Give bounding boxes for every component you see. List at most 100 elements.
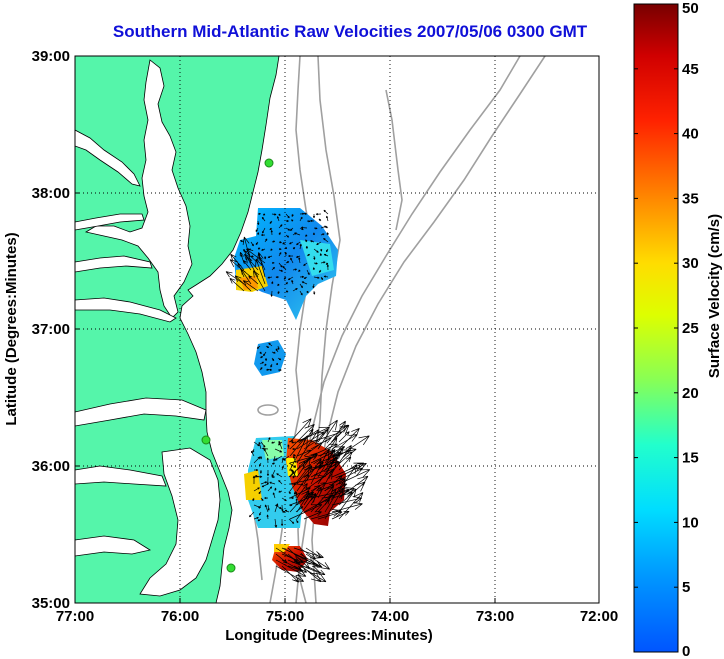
colorbar-tick-label: 30 — [682, 255, 699, 272]
velocity-vector — [313, 248, 319, 253]
colorbar — [633, 3, 679, 653]
axis-tick-marks — [74, 55, 600, 604]
velocity-vector — [285, 261, 290, 264]
velocity-vector — [254, 475, 262, 478]
velocity-vector — [229, 278, 245, 292]
velocity-vector — [229, 259, 252, 278]
velocity-vector — [271, 462, 276, 465]
velocity-vector — [285, 213, 290, 219]
velocity-vector — [266, 469, 270, 476]
velocity-vector — [267, 504, 270, 511]
colorbar-tick-label: 25 — [682, 320, 699, 337]
velocity-vector — [310, 482, 326, 492]
velocity-vector — [291, 469, 297, 478]
velocity-vector — [256, 345, 261, 349]
velocity-vector — [253, 487, 260, 492]
velocity-vector — [288, 490, 291, 495]
velocity-vector — [325, 226, 329, 229]
velocity-vector — [258, 504, 262, 509]
velocity-vector — [264, 504, 269, 513]
velocity-vector — [248, 275, 259, 285]
river-pamlico — [75, 535, 152, 557]
velocity-vector — [261, 233, 266, 237]
velocity-vector — [301, 281, 308, 285]
velocity-vector — [296, 241, 301, 246]
river-potomac — [75, 213, 145, 231]
velocity-vector — [303, 262, 308, 267]
velocity-vector — [299, 275, 305, 278]
velocity-vector — [269, 227, 273, 231]
velocity-vector — [338, 431, 350, 443]
radar-station-south — [226, 563, 236, 573]
velocity-vector — [276, 216, 280, 222]
river-rappahannock — [75, 255, 153, 273]
velocity-vector — [276, 473, 283, 478]
velocity-vector — [305, 547, 322, 558]
velocity-vector — [257, 232, 260, 236]
x-tick-label: 76:00 — [161, 608, 199, 625]
velocity-vector — [323, 209, 329, 215]
velocity-vector — [277, 345, 280, 350]
velocity-vector — [261, 216, 266, 222]
albemarle-sound — [75, 397, 207, 427]
velocity-vector — [338, 475, 369, 499]
velocity-vector — [292, 454, 297, 457]
velocity-vector — [270, 363, 273, 368]
velocity-vector — [271, 240, 276, 243]
velocity-vector — [299, 216, 303, 222]
chesapeake-bay — [84, 59, 193, 319]
velocity-vector — [267, 486, 273, 492]
velocity-vector — [303, 491, 314, 506]
velocity-vector — [278, 213, 281, 217]
velocity-vector — [313, 255, 316, 260]
velocity-vector — [318, 218, 322, 222]
velocity-vector — [271, 261, 275, 265]
velocity-vector — [258, 490, 262, 495]
velocity-vector — [259, 351, 262, 355]
velocity-vector — [257, 212, 261, 216]
velocity-vector — [296, 426, 330, 443]
velocity-vector — [299, 243, 302, 250]
velocity-vector — [277, 368, 282, 372]
velocity-vector — [262, 227, 266, 234]
velocity-vector — [257, 220, 260, 225]
velocity-vector — [305, 234, 308, 237]
velocity-vector — [270, 230, 273, 236]
velocity-vector — [331, 502, 363, 513]
velocity-vector — [267, 437, 271, 443]
velocity-vector — [259, 469, 263, 474]
velocity-vector — [285, 234, 290, 238]
river-james — [75, 297, 177, 323]
velocity-vector — [278, 224, 283, 229]
velocity-vector — [267, 255, 273, 258]
colorbar-label: Surface Velocity (cm/s) — [706, 214, 723, 378]
velocity-vector — [290, 219, 294, 222]
velocity-vector — [292, 288, 298, 292]
velocity-vector — [316, 241, 322, 246]
velocity-vector — [287, 276, 294, 281]
velocity-vector — [258, 441, 262, 450]
velocity-vector — [305, 565, 326, 576]
velocity-vector — [303, 276, 308, 280]
velocity-vector — [259, 455, 263, 460]
velocity-vector — [277, 283, 280, 287]
velocity-vector — [271, 266, 275, 271]
velocity-vector — [285, 282, 289, 285]
velocity-vector — [338, 445, 352, 464]
velocity-vector — [294, 232, 301, 236]
velocity-vector — [318, 269, 322, 273]
velocity-vector — [274, 455, 283, 461]
velocity-vector — [281, 510, 286, 513]
velocity-vector — [270, 248, 273, 251]
velocity-vector — [283, 276, 287, 280]
colorbar-tick-label: 10 — [682, 514, 699, 531]
grid-lines — [75, 56, 599, 603]
x-tick-label: 72:00 — [580, 608, 618, 625]
velocity-vector — [288, 496, 294, 500]
velocity-vector — [271, 357, 275, 362]
velocity-vector — [312, 232, 316, 236]
velocity-vector — [306, 253, 310, 257]
x-tick-label: 74:00 — [371, 608, 409, 625]
velocity-vector — [255, 227, 259, 232]
velocity-vector — [320, 276, 324, 281]
